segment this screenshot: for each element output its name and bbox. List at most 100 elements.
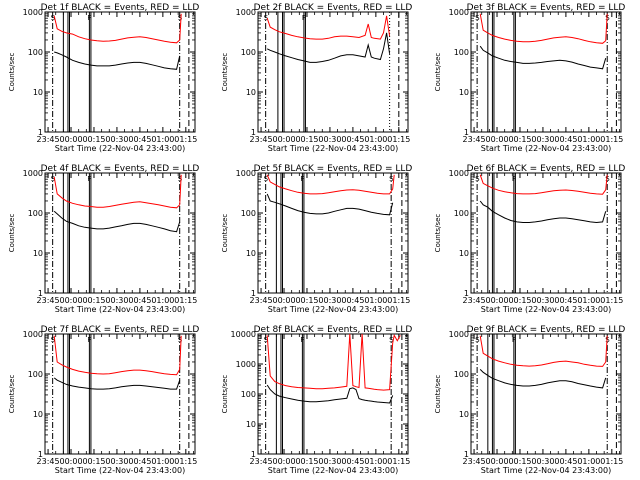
x-tick-label: 00:15 — [295, 296, 318, 305]
x-tick-label: 00:00 — [485, 296, 508, 305]
x-tick-label: 01:00 — [151, 296, 174, 305]
panel-3: Det 3f BLACK = Events, RED = LLD 1 10 100 10… — [434, 3, 625, 153]
y-tick-label: 1 — [251, 128, 256, 137]
y-tick-label: 1000 — [236, 8, 256, 17]
x-tick-label: 23:45 — [250, 457, 273, 466]
y-axis-label: Counts/sec — [8, 214, 16, 253]
y-tick-label: 1 — [464, 289, 469, 298]
x-tick-label: 01:15 — [600, 135, 623, 144]
marker-label: F — [512, 336, 516, 344]
x-tick-label: 00:00 — [485, 135, 508, 144]
plot-frame — [44, 11, 196, 133]
marker-label: S — [389, 336, 394, 344]
marker-label: F — [87, 14, 91, 22]
x-tick-label: 00:00 — [59, 457, 82, 466]
series-line-red — [479, 335, 608, 367]
x-tick-label: 00:15 — [295, 135, 318, 144]
x-tick-label: 01:00 — [577, 457, 600, 466]
marker-label: S — [475, 175, 480, 183]
y-tick-label: 1000 — [449, 169, 469, 178]
y-tick-label: 1 — [38, 289, 43, 298]
x-tick-label: 00:45 — [554, 296, 577, 305]
x-tick-label: 00:00 — [272, 296, 295, 305]
marker-label: S — [264, 175, 269, 183]
x-tick-label: 01:00 — [364, 457, 387, 466]
y-tick-label: 100 — [241, 48, 256, 57]
series-line-black — [479, 200, 607, 224]
panel-4: Det 4f BLACK = Events, RED = LLD 1 10 100 10… — [8, 164, 199, 314]
series-line-black — [266, 32, 391, 63]
x-axis-label: Start Time (22-Nov-04 23:43:00) — [55, 144, 185, 153]
x-axis-label: Start Time (22-Nov-04 23:43:00) — [481, 305, 611, 314]
y-tick-label: 10 — [33, 88, 43, 97]
panel-title: Det 8f BLACK = Events, RED = LLD — [254, 325, 413, 335]
series-line-black — [53, 210, 181, 233]
x-tick-label: 01:00 — [364, 135, 387, 144]
x-tick-label: 23:45 — [250, 296, 273, 305]
x-tick-label: 00:45 — [128, 135, 151, 144]
x-tick-label: 01:15 — [174, 457, 197, 466]
x-tick-label: 01:00 — [364, 296, 387, 305]
marker-label: S — [178, 336, 183, 344]
marker-label: S — [605, 14, 610, 22]
x-axis-label: Start Time (22-Nov-04 23:43:00) — [268, 305, 398, 314]
y-axis-label: Counts/sec — [221, 214, 229, 253]
panel-title: Det 9f BLACK = Events, RED = LLD — [467, 325, 626, 335]
y-tick-label: 10 — [246, 249, 256, 258]
y-tick-label: 10 — [459, 249, 469, 258]
marker-label: F — [300, 175, 304, 183]
y-axis-label: Counts/sec — [221, 53, 229, 92]
series-line-red — [266, 174, 395, 195]
x-tick-label: 00:45 — [128, 457, 151, 466]
x-tick-label: 00:00 — [272, 457, 295, 466]
series-line-red — [266, 15, 391, 40]
marker-label: S — [51, 175, 56, 183]
x-tick-label: 23:45 — [250, 135, 273, 144]
series-line-red — [479, 13, 608, 44]
y-tick-label: 100 — [28, 48, 43, 57]
marker-label: S — [605, 336, 610, 344]
y-tick-label: 1000 — [236, 360, 256, 369]
x-tick-label: 01:15 — [174, 296, 197, 305]
y-tick-label: 10 — [246, 420, 256, 429]
x-tick-label: 23:45 — [37, 135, 60, 144]
panel-5: Det 5f BLACK = Events, RED = LLD 1 10 100 10… — [221, 164, 412, 314]
marker-label: S — [264, 14, 269, 22]
marker-label: F — [512, 175, 516, 183]
panel-title: Det 6f BLACK = Events, RED = LLD — [467, 164, 626, 174]
marker-label: S — [264, 336, 269, 344]
x-tick-label: 00:30 — [318, 135, 341, 144]
y-tick-label: 10 — [33, 410, 43, 419]
x-tick-label: 23:45 — [463, 135, 486, 144]
x-tick-label: 00:45 — [554, 135, 577, 144]
plot-frame — [470, 11, 622, 133]
marker-label: S — [51, 14, 56, 22]
plot-frame — [257, 11, 409, 133]
panel-title: Det 1f BLACK = Events, RED = LLD — [41, 3, 200, 13]
marker-label: S — [389, 175, 394, 183]
x-tick-label: 01:00 — [151, 135, 174, 144]
x-tick-label: 00:45 — [554, 457, 577, 466]
panel-title: Det 4f BLACK = Events, RED = LLD — [41, 164, 200, 174]
x-tick-label: 00:30 — [105, 296, 128, 305]
y-tick-label: 10 — [459, 88, 469, 97]
marker-label: F — [87, 175, 91, 183]
x-tick-label: 00:30 — [318, 296, 341, 305]
x-axis-label: Start Time (22-Nov-04 23:43:00) — [481, 144, 611, 153]
x-tick-label: 00:15 — [82, 296, 105, 305]
x-axis-label: Start Time (22-Nov-04 23:43:00) — [55, 466, 185, 475]
panel-9: Det 9f BLACK = Events, RED = LLD 1 10 100 10… — [434, 325, 625, 475]
series-line-red — [53, 335, 182, 376]
y-tick-label: 1 — [464, 450, 469, 459]
marker-label: F — [87, 336, 91, 344]
marker-label: S — [51, 336, 56, 344]
marker-label: S — [475, 336, 480, 344]
x-tick-label: 00:30 — [105, 135, 128, 144]
plot-frame — [470, 172, 622, 294]
y-tick-label: 100 — [241, 209, 256, 218]
panel-title: Det 3f BLACK = Events, RED = LLD — [467, 3, 626, 13]
y-tick-label: 1000 — [23, 330, 43, 339]
plot-frame — [44, 333, 196, 455]
marker-label: S — [178, 175, 183, 183]
y-axis-label: Counts/sec — [434, 375, 442, 414]
